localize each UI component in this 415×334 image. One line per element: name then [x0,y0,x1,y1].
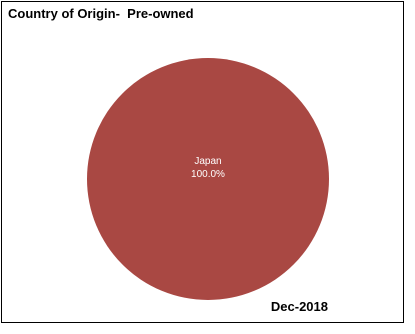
slice-percent-label: 100.0% [191,169,225,180]
pie-slices [87,58,329,300]
chart-area: Country of Origin- Pre-owned Japan 100.0%… [1,1,404,323]
pie-labels: Japan 100.0% [191,156,225,180]
chart-title: Country of Origin- Pre-owned [8,6,194,21]
chart-date-label: Dec-2018 [270,299,328,314]
pie-chart: Japan 100.0% [87,58,329,300]
slice-category-label: Japan [194,156,221,167]
pie-slice-japan [87,58,329,300]
